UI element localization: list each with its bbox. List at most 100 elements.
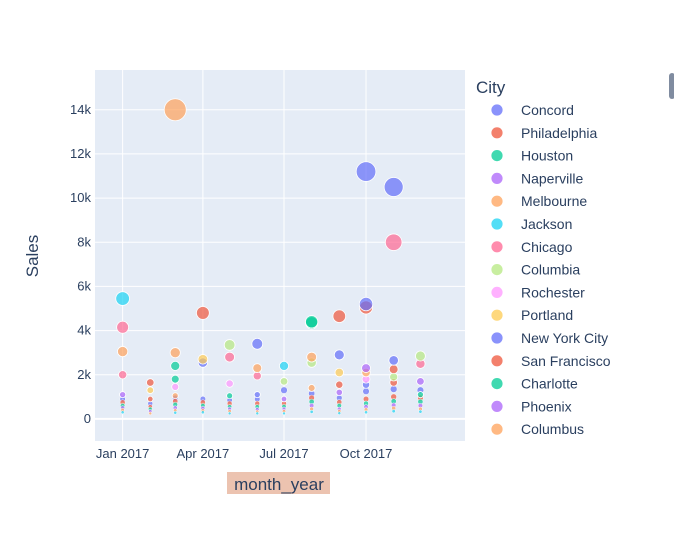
data-point[interactable] bbox=[335, 380, 344, 389]
legend-title: City bbox=[476, 78, 506, 97]
data-point[interactable] bbox=[332, 309, 347, 323]
legend-label: Charlotte bbox=[521, 376, 578, 392]
legend-marker bbox=[490, 285, 504, 299]
data-point[interactable] bbox=[282, 411, 286, 416]
data-point[interactable] bbox=[388, 355, 399, 366]
data-point[interactable] bbox=[171, 382, 180, 391]
legend-marker bbox=[490, 422, 504, 436]
data-point[interactable] bbox=[364, 410, 368, 415]
data-point[interactable] bbox=[362, 387, 370, 395]
legend-label: Chicago bbox=[521, 239, 573, 255]
data-point[interactable] bbox=[223, 339, 236, 351]
data-point[interactable] bbox=[148, 411, 152, 416]
data-point[interactable] bbox=[307, 384, 316, 392]
data-point[interactable] bbox=[170, 360, 181, 371]
data-point[interactable] bbox=[279, 377, 289, 386]
data-point[interactable] bbox=[116, 320, 130, 334]
y-tick-label: 8k bbox=[77, 234, 91, 249]
legend-marker bbox=[490, 126, 504, 140]
legend-item[interactable]: Philadelphia bbox=[490, 125, 597, 141]
legend-scrollbar-handle[interactable] bbox=[669, 73, 674, 99]
data-point[interactable] bbox=[117, 346, 129, 358]
legend-item[interactable]: Naperville bbox=[490, 170, 583, 186]
data-point[interactable] bbox=[334, 367, 344, 378]
data-point[interactable] bbox=[253, 391, 261, 399]
legend-item[interactable]: Jackson bbox=[490, 216, 572, 232]
data-point[interactable] bbox=[173, 410, 178, 415]
data-point[interactable] bbox=[279, 360, 289, 371]
legend-label: Rochester bbox=[521, 284, 585, 300]
data-point[interactable] bbox=[115, 291, 130, 306]
data-point[interactable] bbox=[391, 409, 396, 414]
legend: City Concord Philadelphia Houston Napervill… bbox=[476, 78, 611, 437]
data-point[interactable] bbox=[227, 411, 232, 416]
legend-item[interactable]: New York City bbox=[490, 330, 608, 346]
legend-item[interactable]: Concord bbox=[490, 102, 574, 118]
legend-marker bbox=[490, 217, 504, 231]
data-point[interactable] bbox=[388, 364, 399, 375]
data-point[interactable] bbox=[252, 363, 263, 373]
legend-item[interactable]: Houston bbox=[490, 148, 573, 164]
data-point[interactable] bbox=[146, 378, 155, 387]
data-point[interactable] bbox=[309, 409, 314, 414]
data-point[interactable] bbox=[226, 392, 234, 400]
legend-item[interactable]: Columbus bbox=[490, 421, 584, 437]
data-point[interactable] bbox=[415, 350, 426, 362]
data-point[interactable] bbox=[361, 363, 371, 373]
data-point[interactable] bbox=[305, 315, 319, 329]
data-point[interactable] bbox=[358, 296, 374, 312]
data-point[interactable] bbox=[383, 177, 404, 197]
data-point[interactable] bbox=[225, 379, 234, 388]
legend-item[interactable]: Melbourne bbox=[490, 193, 587, 209]
legend-label: Philadelphia bbox=[521, 125, 597, 141]
legend-item[interactable]: Portland bbox=[490, 307, 573, 323]
y-tick-label: 2k bbox=[77, 367, 91, 382]
data-point[interactable] bbox=[280, 395, 288, 403]
x-axis-title[interactable]: month_year bbox=[234, 475, 324, 494]
y-tick-label: 0 bbox=[84, 411, 91, 426]
legend-item[interactable]: Rochester bbox=[490, 284, 585, 300]
data-point[interactable] bbox=[146, 386, 155, 394]
data-point[interactable] bbox=[333, 349, 345, 361]
legend-item[interactable]: Chicago bbox=[490, 239, 573, 255]
legend-item[interactable]: San Francisco bbox=[490, 353, 611, 369]
data-point[interactable] bbox=[335, 388, 343, 397]
data-point[interactable] bbox=[197, 354, 209, 365]
data-point[interactable] bbox=[119, 391, 127, 399]
data-point[interactable] bbox=[355, 161, 377, 182]
x-tick-labels: Jan 2017 Apr 2017 Jul 2017 Oct 2017 bbox=[96, 446, 393, 461]
data-point[interactable] bbox=[251, 338, 264, 350]
data-point[interactable] bbox=[169, 347, 181, 359]
data-point[interactable] bbox=[384, 233, 403, 251]
data-point[interactable] bbox=[147, 395, 154, 403]
data-point[interactable] bbox=[389, 372, 399, 382]
data-point[interactable] bbox=[280, 386, 288, 394]
legend-marker bbox=[490, 331, 504, 345]
x-tick-label: Jul 2017 bbox=[259, 446, 308, 461]
data-point[interactable] bbox=[120, 410, 125, 415]
data-point[interactable] bbox=[118, 370, 128, 380]
data-point[interactable] bbox=[337, 411, 342, 415]
legend-marker bbox=[490, 263, 504, 277]
data-point[interactable] bbox=[171, 392, 179, 400]
data-point[interactable] bbox=[196, 306, 210, 320]
data-point[interactable] bbox=[306, 351, 317, 363]
data-point[interactable] bbox=[224, 351, 235, 363]
legend-label: Phoenix bbox=[521, 398, 572, 414]
y-axis-title[interactable]: Sales bbox=[23, 235, 42, 278]
data-point[interactable] bbox=[390, 385, 398, 393]
legend-label: Concord bbox=[521, 102, 574, 118]
data-point[interactable] bbox=[170, 374, 180, 384]
legend-item[interactable]: Charlotte bbox=[490, 376, 578, 392]
legend-item[interactable]: Columbia bbox=[490, 262, 580, 278]
data-point[interactable] bbox=[163, 98, 187, 122]
data-point[interactable] bbox=[416, 391, 424, 399]
data-point[interactable] bbox=[418, 409, 423, 414]
legend-marker bbox=[490, 103, 504, 117]
legend-item[interactable]: Phoenix bbox=[490, 398, 572, 414]
legend-label: Portland bbox=[521, 307, 573, 323]
data-point[interactable] bbox=[201, 410, 205, 415]
data-point[interactable] bbox=[255, 411, 259, 416]
data-point[interactable] bbox=[416, 377, 425, 386]
